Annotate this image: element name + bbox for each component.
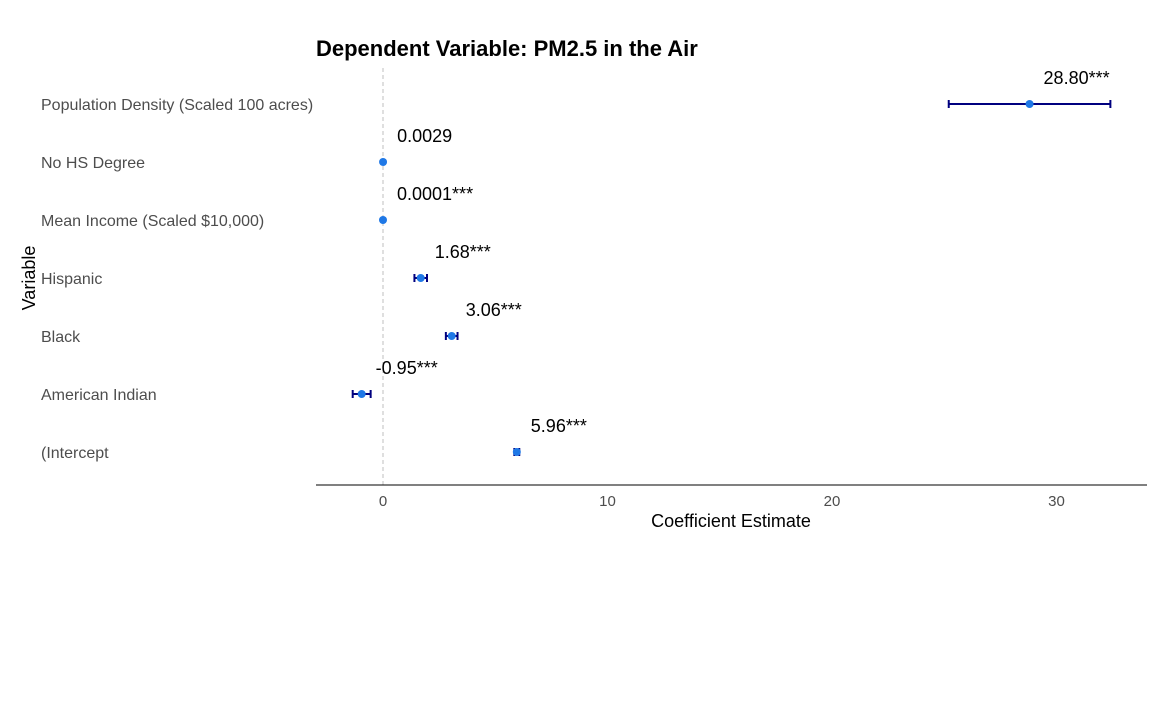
- category-label: Black: [41, 329, 81, 346]
- value-label: -0.95***: [376, 358, 438, 378]
- coefficient-point: [512, 448, 521, 456]
- x-tick-label: 10: [599, 493, 616, 510]
- value-label: 5.96***: [531, 416, 587, 436]
- chart-title: Dependent Variable: PM2.5 in the Air: [316, 36, 698, 61]
- value-label: 28.80***: [1044, 68, 1110, 88]
- category-label: (Intercept: [41, 445, 109, 462]
- coefficient-point: [416, 274, 425, 282]
- x-axis-title: Coefficient Estimate: [651, 511, 811, 531]
- value-label: 0.0001***: [397, 184, 473, 204]
- value-label: 3.06***: [466, 300, 522, 320]
- category-label: Population Density (Scaled 100 acres): [41, 97, 313, 114]
- category-label: Hispanic: [41, 271, 102, 288]
- coefficient-point: [357, 390, 366, 398]
- category-label: Mean Income (Scaled $10,000): [41, 213, 264, 230]
- coefficient-point: [1025, 100, 1034, 108]
- value-label: 1.68***: [435, 242, 491, 262]
- x-tick-label: 0: [379, 493, 387, 510]
- coefficient-marks: 28.80*** 0.0029 0.0001*** 1.68*** 3.06*** -0.…: [351, 68, 1112, 456]
- category-label: American Indian: [41, 387, 157, 404]
- coefficient-point: [447, 332, 456, 340]
- y-axis-title: Variable: [19, 246, 39, 311]
- coefficient-point: [379, 216, 388, 224]
- x-axis-ticks: 0 10 20 30: [379, 493, 1065, 510]
- x-tick-label: 20: [824, 493, 841, 510]
- value-label: 0.0029: [397, 126, 452, 146]
- x-tick-label: 30: [1048, 493, 1065, 510]
- coefficient-point: [379, 158, 388, 166]
- category-label: No HS Degree: [41, 155, 145, 172]
- y-axis-categories: Population Density (Scaled 100 acres) No …: [41, 97, 313, 462]
